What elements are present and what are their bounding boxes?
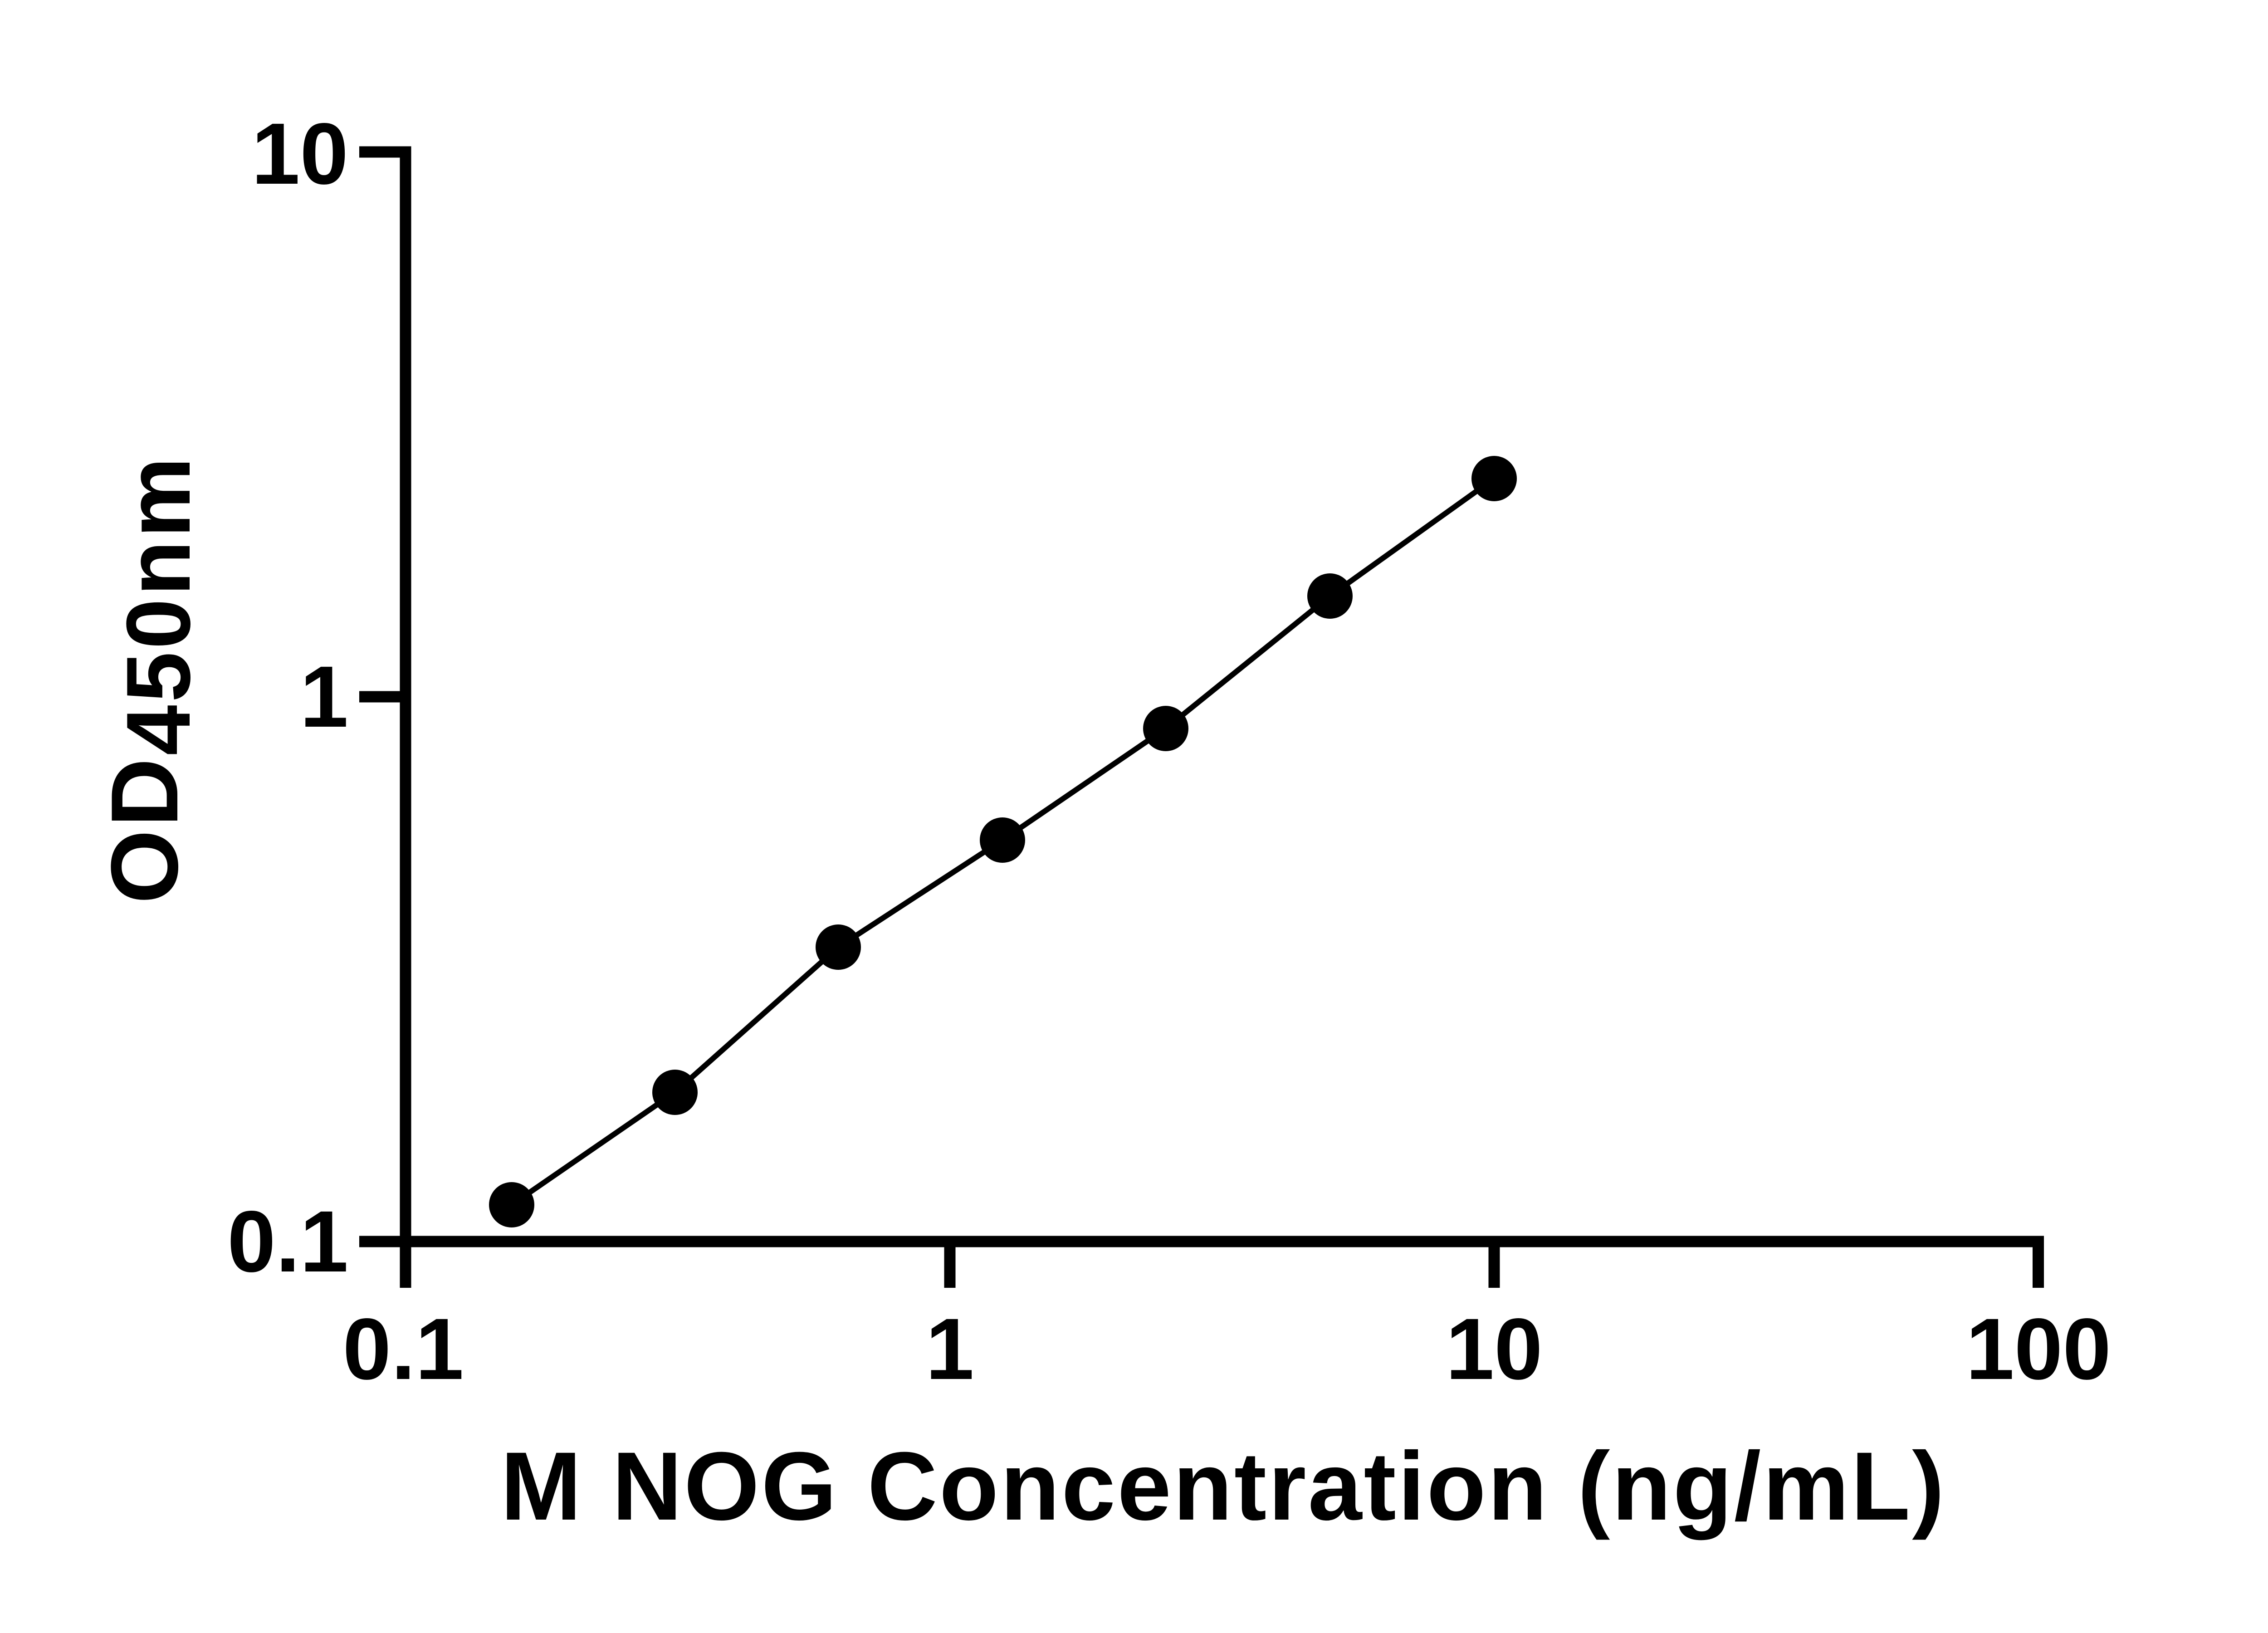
svg-text:M NOG Concentration (ng/mL): M NOG Concentration (ng/mL) [501,1432,1946,1540]
svg-text:10: 10 [1446,1300,1543,1398]
svg-text:10: 10 [251,105,348,202]
svg-text:0.1: 0.1 [343,1300,464,1398]
svg-text:0.1: 0.1 [227,1193,348,1290]
svg-text:1: 1 [926,1300,974,1398]
svg-text:OD450nm: OD450nm [91,455,209,904]
svg-text:100: 100 [1966,1300,2111,1398]
svg-text:1: 1 [300,648,348,745]
